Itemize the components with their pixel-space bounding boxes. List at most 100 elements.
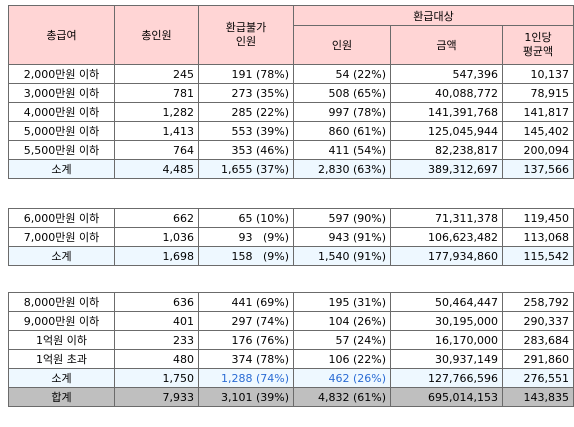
- subtotal-row: 소계 4,485 1,655 (37%) 2,830 (63%) 389,312…: [8, 159, 574, 179]
- income-table-block-2: 6,000만원 이하 662 65 (10%) 597 (90%) 71,311…: [8, 208, 574, 266]
- table-row: 2,000만원 이하 245 191 (78%) 54 (22%) 547,39…: [8, 64, 574, 84]
- row-average: 200,094: [502, 140, 574, 160]
- row-amount: 16,170,000: [390, 330, 503, 350]
- row-eligible: 943 (91%): [293, 227, 391, 247]
- row-label: 8,000만원 이하: [8, 292, 115, 312]
- table-row: 6,000만원 이하 662 65 (10%) 597 (90%) 71,311…: [8, 208, 574, 228]
- row-total: 1,282: [114, 102, 199, 122]
- row-label: 4,000만원 이하: [8, 102, 115, 122]
- row-amount: 141,391,768: [390, 102, 503, 122]
- row-eligible: 195 (31%): [293, 292, 391, 312]
- row-amount: 547,396: [390, 64, 503, 84]
- row-eligible: 104 (26%): [293, 311, 391, 331]
- row-average: 258,792: [502, 292, 574, 312]
- row-total: 1,413: [114, 121, 199, 141]
- grand-total-eligible: 4,832 (61%): [293, 387, 391, 407]
- grand-total-amount: 695,014,153: [390, 387, 503, 407]
- row-average: 113,068: [502, 227, 574, 247]
- row-total: 764: [114, 140, 199, 160]
- table-row: 1억원 초과 480 374 (78%) 106 (22%) 30,937,14…: [8, 349, 574, 369]
- table-row: 1억원 이하 233 176 (76%) 57 (24%) 16,170,000…: [8, 330, 574, 350]
- subtotal-average: 137,566: [502, 159, 574, 179]
- row-amount: 30,937,149: [390, 349, 503, 369]
- row-eligible: 57 (24%): [293, 330, 391, 350]
- subtotal-ineligible: 1,655 (37%): [198, 159, 294, 179]
- row-amount: 50,464,447: [390, 292, 503, 312]
- row-ineligible: 176 (76%): [198, 330, 294, 350]
- row-ineligible: 273 (35%): [198, 83, 294, 103]
- header-per-person-text: 1인당 평균액: [522, 31, 554, 58]
- row-amount: 82,238,817: [390, 140, 503, 160]
- row-total: 1,036: [114, 227, 199, 247]
- subtotal-amount: 177,934,860: [390, 246, 503, 266]
- row-average: 291,860: [502, 349, 574, 369]
- grand-total-row: 합계 7,933 3,101 (39%) 4,832 (61%) 695,014…: [8, 387, 574, 407]
- header-income: 총급여: [8, 5, 115, 65]
- subtotal-amount: 389,312,697: [390, 159, 503, 179]
- header-eligible-group: 환급대상: [293, 5, 574, 26]
- row-label: 1억원 초과: [8, 349, 115, 369]
- row-average: 290,337: [502, 311, 574, 331]
- row-average: 283,684: [502, 330, 574, 350]
- subtotal-amount: 127,766,596: [390, 368, 503, 388]
- row-average: 78,915: [502, 83, 574, 103]
- table-row: 4,000만원 이하 1,282 285 (22%) 997 (78%) 141…: [8, 102, 574, 122]
- grand-total-label: 합계: [8, 387, 115, 407]
- row-total: 233: [114, 330, 199, 350]
- row-label: 9,000만원 이하: [8, 311, 115, 331]
- row-label: 1억원 이하: [8, 330, 115, 350]
- row-eligible: 54 (22%): [293, 64, 391, 84]
- header-per-person: 1인당 평균액: [502, 25, 574, 65]
- subtotal-average: 276,551: [502, 368, 574, 388]
- subtotal-label: 소계: [8, 368, 115, 388]
- subtotal-eligible: 2,830 (63%): [293, 159, 391, 179]
- table-row: 9,000만원 이하 401 297 (74%) 104 (26%) 30,19…: [8, 311, 574, 331]
- row-amount: 106,623,482: [390, 227, 503, 247]
- row-label: 5,500만원 이하: [8, 140, 115, 160]
- grand-total-average: 143,835: [502, 387, 574, 407]
- section-1-body: 2,000만원 이하 245 191 (78%) 54 (22%) 547,39…: [8, 64, 574, 179]
- row-amount: 125,045,944: [390, 121, 503, 141]
- income-table-block-1: 총급여 총인원 환급불가 인원 환급대상 인원 금액 1인당 평균액 2,000…: [8, 5, 574, 179]
- row-total: 245: [114, 64, 199, 84]
- row-total: 401: [114, 311, 199, 331]
- header-ineligible-text: 환급불가 인원: [225, 21, 267, 48]
- subtotal-ineligible: 1,288 (74%): [198, 368, 294, 388]
- grand-total-total: 7,933: [114, 387, 199, 407]
- header-eligible-people: 인원: [293, 25, 391, 65]
- header-amount: 금액: [390, 25, 503, 65]
- table-row: 3,000만원 이하 781 273 (35%) 508 (65%) 40,08…: [8, 83, 574, 103]
- subtotal-row: 소계 1,698 158 (9%) 1,540 (91%) 177,934,86…: [8, 246, 574, 266]
- row-eligible: 106 (22%): [293, 349, 391, 369]
- row-total: 781: [114, 83, 199, 103]
- row-total: 636: [114, 292, 199, 312]
- subtotal-total: 4,485: [114, 159, 199, 179]
- row-total: 662: [114, 208, 199, 228]
- table-row: 7,000만원 이하 1,036 93 (9%) 943 (91%) 106,6…: [8, 227, 574, 247]
- subtotal-label: 소계: [8, 159, 115, 179]
- row-ineligible: 353 (46%): [198, 140, 294, 160]
- row-amount: 30,195,000: [390, 311, 503, 331]
- row-amount: 71,311,378: [390, 208, 503, 228]
- subtotal-eligible: 1,540 (91%): [293, 246, 391, 266]
- row-label: 7,000만원 이하: [8, 227, 115, 247]
- row-eligible: 997 (78%): [293, 102, 391, 122]
- row-ineligible: 191 (78%): [198, 64, 294, 84]
- row-label: 3,000만원 이하: [8, 83, 115, 103]
- header-total-people: 총인원: [114, 5, 199, 65]
- row-eligible: 411 (54%): [293, 140, 391, 160]
- row-ineligible: 441 (69%): [198, 292, 294, 312]
- income-table-block-3: 8,000만원 이하 636 441 (69%) 195 (31%) 50,46…: [8, 292, 574, 407]
- row-ineligible: 285 (22%): [198, 102, 294, 122]
- row-ineligible: 65 (10%): [198, 208, 294, 228]
- table-row: 5,000만원 이하 1,413 553 (39%) 860 (61%) 125…: [8, 121, 574, 141]
- row-ineligible: 553 (39%): [198, 121, 294, 141]
- row-ineligible: 93 (9%): [198, 227, 294, 247]
- row-total: 480: [114, 349, 199, 369]
- row-label: 6,000만원 이하: [8, 208, 115, 228]
- row-amount: 40,088,772: [390, 83, 503, 103]
- subtotal-label: 소계: [8, 246, 115, 266]
- table-row: 8,000만원 이하 636 441 (69%) 195 (31%) 50,46…: [8, 292, 574, 312]
- row-ineligible: 297 (74%): [198, 311, 294, 331]
- row-eligible: 860 (61%): [293, 121, 391, 141]
